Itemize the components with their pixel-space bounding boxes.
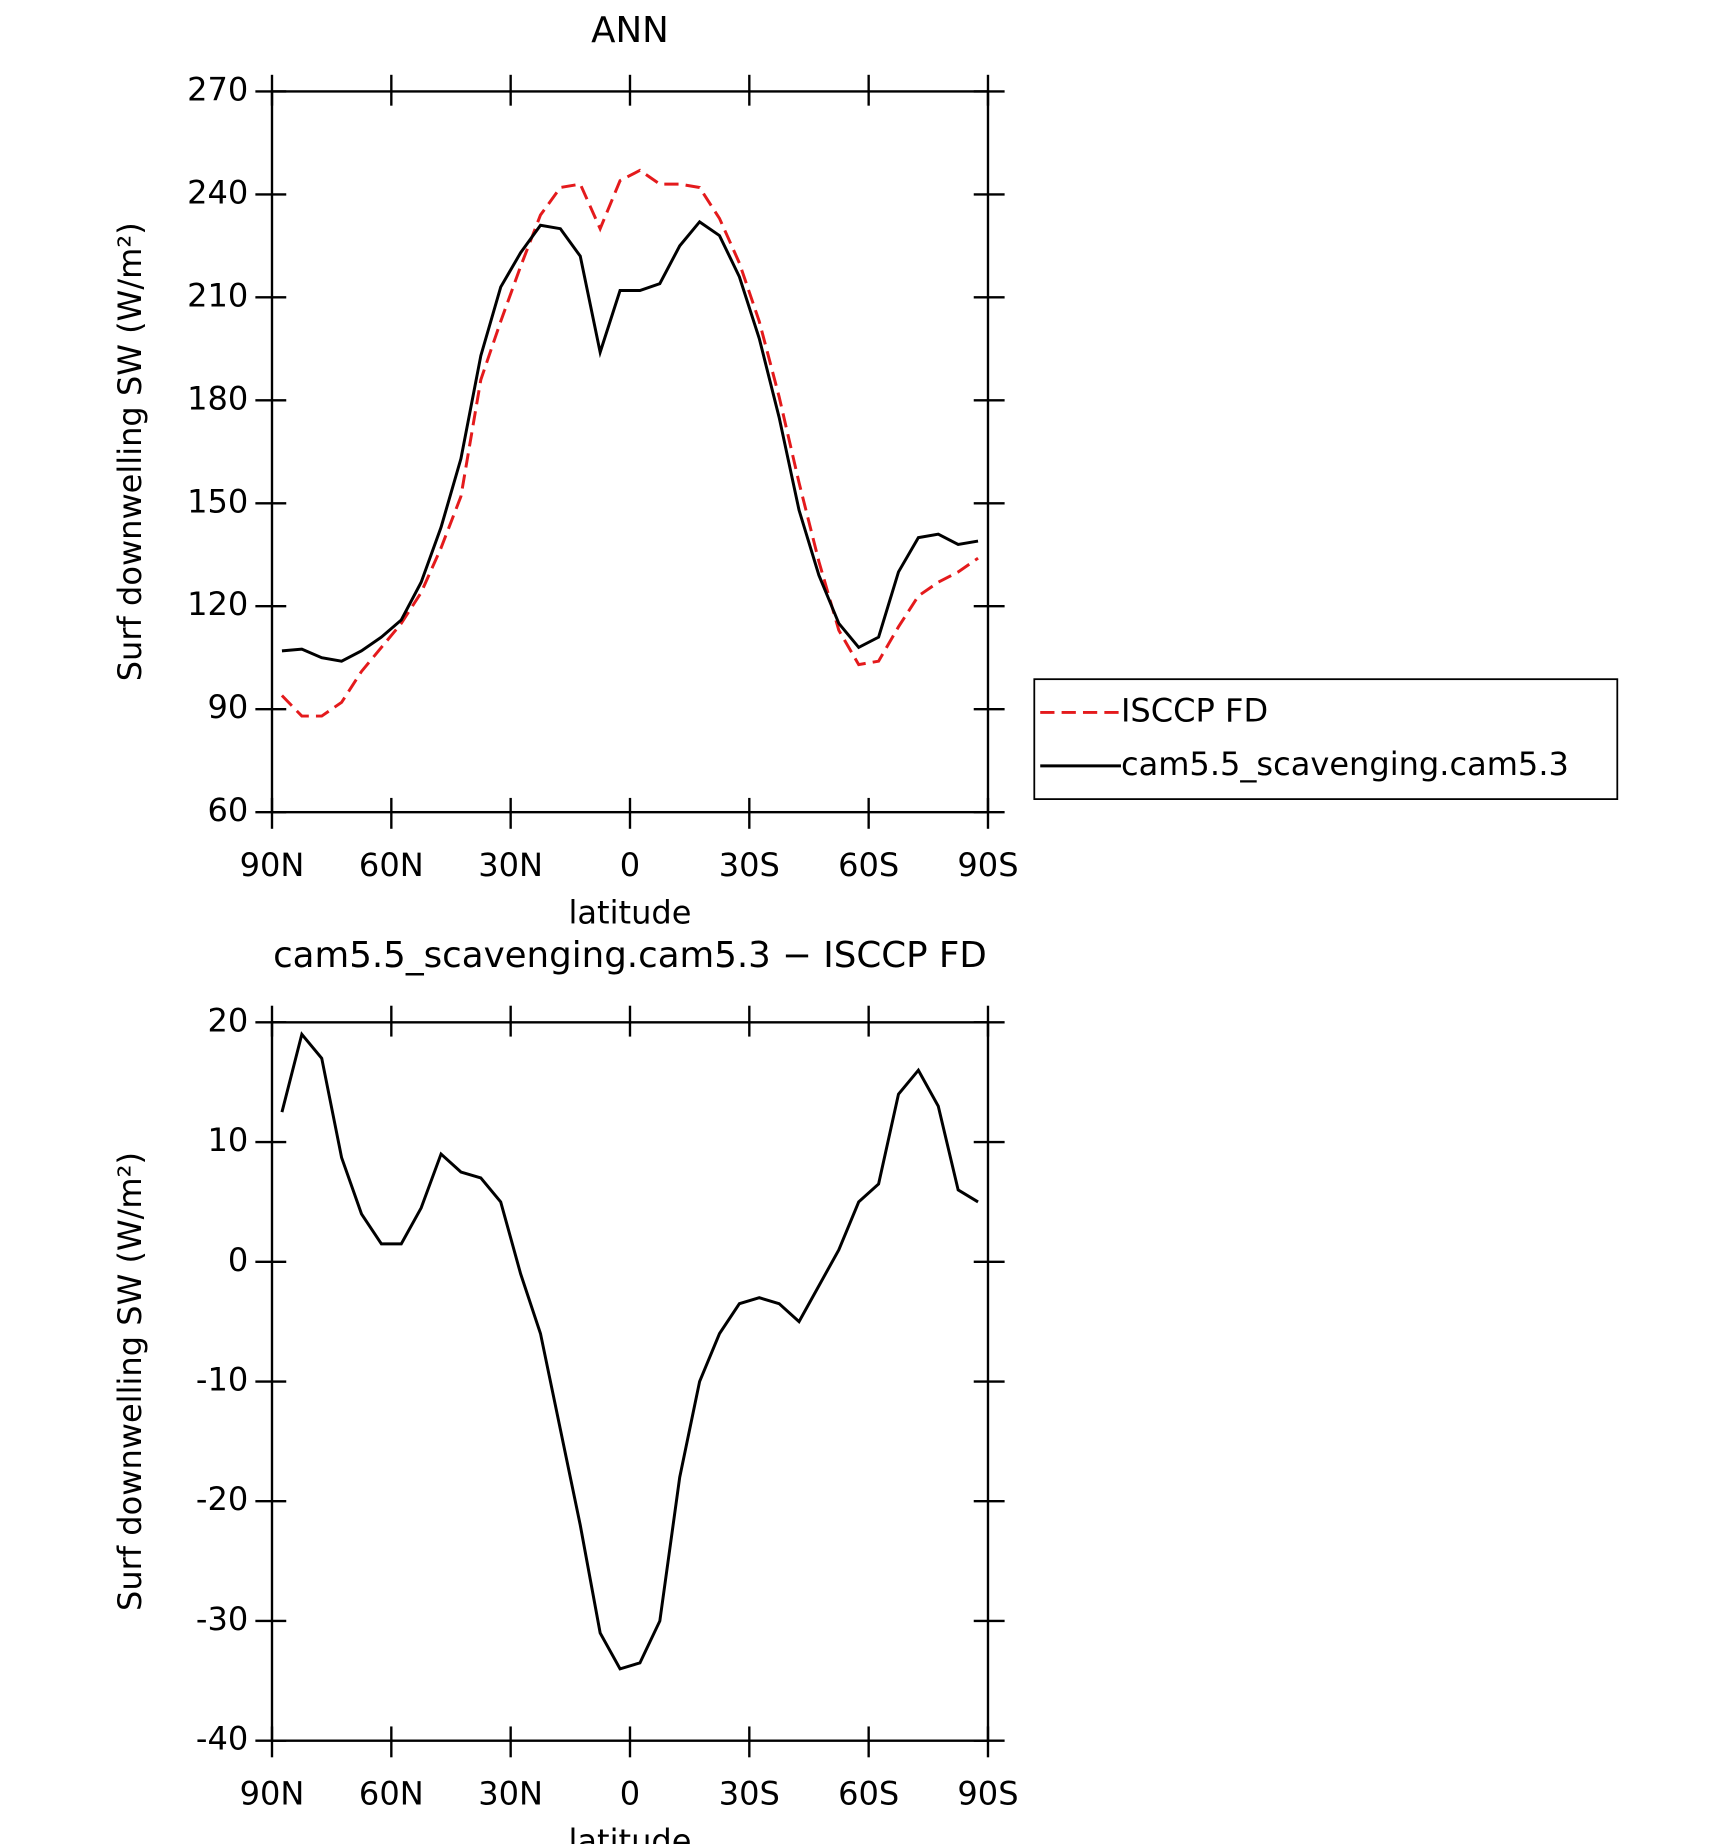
chart-title: ANN	[591, 10, 669, 51]
chart-title: cam5.5_scavenging.cam5.3 − ISCCP FD	[273, 935, 987, 976]
x-axis-label: latitude	[569, 893, 692, 931]
y-tick-label: 120	[187, 585, 248, 623]
x-tick-label: 90N	[240, 846, 305, 884]
x-tick-label: 60S	[838, 1774, 899, 1812]
y-tick-label: -40	[196, 1720, 248, 1758]
x-tick-label: 90S	[957, 846, 1018, 884]
y-tick-label: -10	[196, 1361, 248, 1399]
legend-label: cam5.5_scavenging.cam5.3	[1121, 745, 1569, 783]
x-tick-label: 30N	[478, 846, 543, 884]
x-tick-label: 30S	[719, 846, 780, 884]
x-tick-label: 60S	[838, 846, 899, 884]
y-tick-label: 20	[207, 1001, 248, 1039]
y-tick-label: 240	[187, 173, 248, 211]
series-line	[280, 168, 979, 718]
x-tick-label: 60N	[359, 846, 424, 884]
x-tick-label: 0	[620, 1774, 640, 1812]
plot-frame	[270, 90, 990, 814]
y-tick-label: 210	[187, 276, 248, 314]
x-tick-label: 60N	[359, 1774, 424, 1812]
y-axis-label: Surf downwelling SW (W/m²)	[111, 1152, 149, 1611]
legend-label: ISCCP FD	[1121, 691, 1268, 729]
y-tick-label: 10	[207, 1121, 248, 1159]
y-axis-label: Surf downwelling SW (W/m²)	[111, 222, 149, 681]
y-tick-label: -30	[196, 1600, 248, 1638]
x-tick-label: 30N	[478, 1774, 543, 1812]
series-line	[281, 219, 979, 663]
x-axis-label: latitude	[569, 1822, 692, 1844]
legend-box	[1033, 678, 1619, 800]
x-tick-label: 90S	[957, 1774, 1018, 1812]
y-tick-label: 150	[187, 482, 248, 520]
x-tick-label: 30S	[719, 1774, 780, 1812]
y-tick-label: 270	[187, 70, 248, 108]
y-tick-label: 90	[207, 688, 248, 726]
plot-frame	[270, 1021, 990, 1742]
x-tick-label: 90N	[240, 1774, 305, 1812]
y-tick-label: 180	[187, 379, 248, 417]
y-tick-label: 0	[228, 1241, 248, 1279]
x-tick-label: 0	[620, 846, 640, 884]
series-line	[280, 1031, 979, 1671]
y-tick-label: -20	[196, 1480, 248, 1518]
y-tick-label: 60	[207, 791, 248, 829]
